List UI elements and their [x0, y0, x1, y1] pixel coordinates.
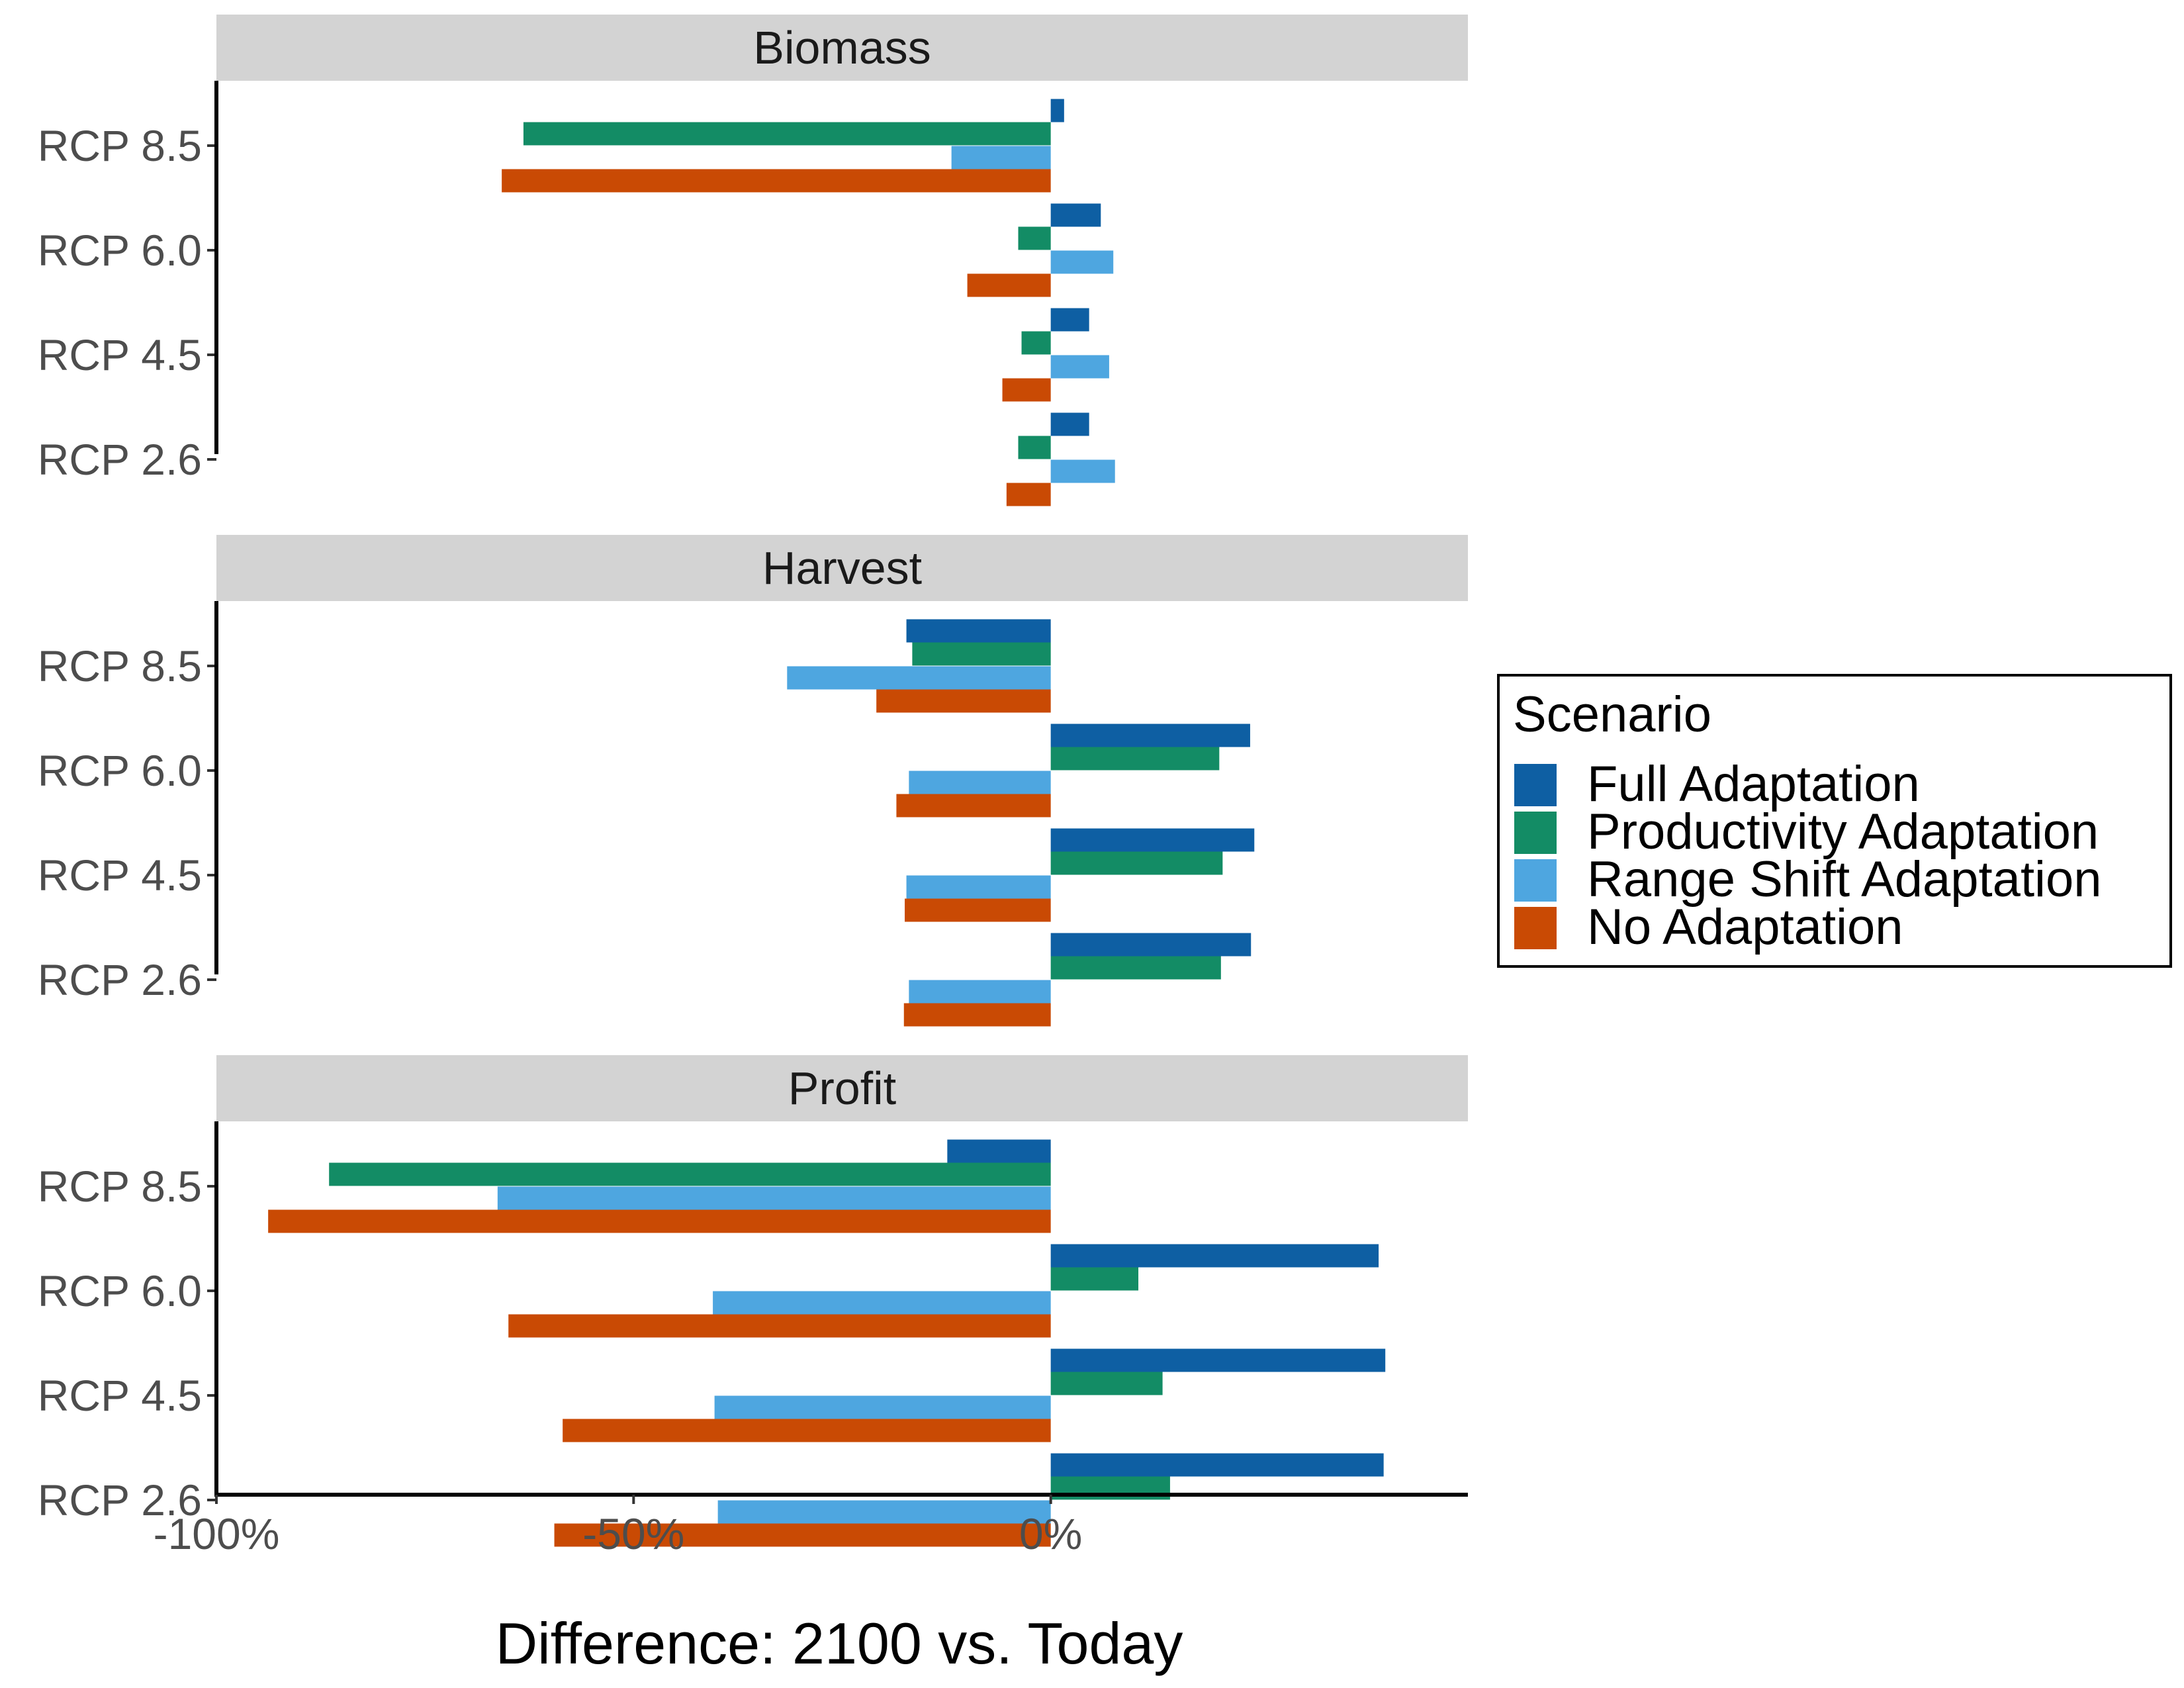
bar-biomass-rcp-8-5-no-adaptation — [502, 169, 1051, 193]
facet-strip — [216, 535, 1468, 601]
y-tick-label: RCP 2.6 — [38, 435, 202, 484]
bar-profit-rcp-4-5-no-adaptation — [563, 1419, 1051, 1442]
legend-label-no-adaptation: No Adaptation — [1587, 899, 1903, 955]
bar-harvest-rcp-8-5-no-adaptation — [876, 689, 1051, 713]
bar-profit-rcp-4-5-full-adaptation — [1050, 1348, 1386, 1372]
bar-profit-rcp-6-0-full-adaptation — [1050, 1244, 1379, 1268]
panel-biomass: Biomass RCP 8.5 RCP 6.0 RCP 4.5 RCP 2.6 — [38, 15, 1468, 506]
bar-harvest-rcp-6-0-productivity-adaptation — [1050, 747, 1220, 771]
bar-biomass-rcp-4-5-productivity-adaptation — [1021, 331, 1051, 355]
bar-biomass-rcp-6-0-full-adaptation — [1050, 203, 1101, 227]
bar-profit-rcp-4-5-range-shift-adaptation — [714, 1395, 1051, 1419]
legend-swatch-range-shift-adaptation — [1514, 859, 1557, 902]
bar-harvest-rcp-4-5-range-shift-adaptation — [906, 875, 1051, 899]
bar-harvest-rcp-4-5-no-adaptation — [905, 898, 1051, 922]
facet-strip-label: Harvest — [762, 542, 922, 594]
y-tick-label: RCP 6.0 — [38, 746, 202, 795]
bar-biomass-rcp-8-5-range-shift-adaptation — [951, 146, 1051, 169]
bar-biomass-rcp-4-5-full-adaptation — [1050, 308, 1089, 332]
facet-strip-label: Biomass — [753, 22, 931, 73]
bar-profit-rcp-8-5-productivity-adaptation — [329, 1162, 1051, 1186]
legend-label-range-shift-adaptation: Range Shift Adaptation — [1587, 851, 2101, 908]
bar-biomass-rcp-2-6-no-adaptation — [1006, 483, 1051, 506]
bar-harvest-rcp-2-6-range-shift-adaptation — [909, 980, 1051, 1004]
legend-label-productivity-adaptation: Productivity Adaptation — [1587, 804, 2099, 860]
x-tick-label: -50% — [582, 1509, 684, 1558]
legend-swatch-no-adaptation — [1514, 907, 1557, 949]
facet-strip-label: Profit — [788, 1062, 896, 1114]
bar-harvest-rcp-2-6-productivity-adaptation — [1050, 956, 1221, 980]
bar-profit-rcp-2-6-no-adaptation — [554, 1523, 1051, 1547]
x-tick-label: -100% — [154, 1509, 280, 1558]
bar-profit-rcp-8-5-full-adaptation — [947, 1139, 1051, 1163]
x-axis: -100% -50% 0% — [154, 1493, 1468, 1558]
bar-biomass-rcp-6-0-productivity-adaptation — [1018, 226, 1051, 250]
y-tick-label: RCP 8.5 — [38, 121, 202, 170]
y-tick-label: RCP 6.0 — [38, 226, 202, 275]
bar-harvest-rcp-6-0-full-adaptation — [1050, 724, 1250, 747]
y-tick-label: RCP 4.5 — [38, 1371, 202, 1420]
legend-box — [1497, 674, 2172, 968]
bar-biomass-rcp-6-0-range-shift-adaptation — [1050, 250, 1114, 274]
bar-biomass-rcp-8-5-productivity-adaptation — [523, 122, 1051, 146]
bar-biomass-rcp-2-6-full-adaptation — [1050, 412, 1089, 436]
bar-profit-rcp-8-5-range-shift-adaptation — [497, 1186, 1051, 1210]
bar-profit-rcp-6-0-no-adaptation — [508, 1314, 1051, 1338]
bar-harvest-rcp-4-5-full-adaptation — [1050, 828, 1255, 852]
panel-profit: Profit RCP 8.5 RCP 6.0 RCP 4.5 RCP 2.6 — [38, 1055, 1468, 1547]
bar-biomass-rcp-6-0-no-adaptation — [967, 273, 1051, 297]
bar-harvest-rcp-6-0-no-adaptation — [896, 794, 1051, 818]
bar-biomass-rcp-2-6-range-shift-adaptation — [1050, 459, 1115, 483]
x-tick-label: 0% — [1019, 1509, 1082, 1558]
bar-profit-rcp-8-5-no-adaptation — [268, 1209, 1051, 1233]
y-tick-label: RCP 4.5 — [38, 330, 202, 379]
facet-strip — [216, 15, 1468, 81]
bar-biomass-rcp-4-5-no-adaptation — [1002, 378, 1051, 402]
bar-profit-rcp-2-6-full-adaptation — [1050, 1453, 1384, 1477]
legend-swatch-productivity-adaptation — [1514, 812, 1557, 854]
legend-title: Scenario — [1513, 686, 1711, 743]
bar-harvest-rcp-2-6-no-adaptation — [903, 1003, 1051, 1027]
facet-strip — [216, 1055, 1468, 1121]
bar-profit-rcp-6-0-range-shift-adaptation — [713, 1291, 1051, 1315]
y-tick-label: RCP 6.0 — [38, 1266, 202, 1315]
bar-harvest-rcp-8-5-productivity-adaptation — [912, 642, 1051, 666]
x-axis-title: Difference: 2100 vs. Today — [496, 1611, 1183, 1676]
bar-profit-rcp-2-6-range-shift-adaptation — [717, 1500, 1051, 1524]
bar-biomass-rcp-4-5-range-shift-adaptation — [1050, 355, 1109, 379]
y-tick-label: RCP 4.5 — [38, 851, 202, 900]
y-tick-label: RCP 8.5 — [38, 1162, 202, 1211]
bar-harvest-rcp-8-5-range-shift-adaptation — [787, 666, 1051, 690]
bar-profit-rcp-6-0-productivity-adaptation — [1050, 1267, 1139, 1291]
bar-profit-rcp-4-5-productivity-adaptation — [1050, 1372, 1163, 1395]
bar-biomass-rcp-8-5-full-adaptation — [1050, 99, 1064, 122]
y-tick-label: RCP 8.5 — [38, 641, 202, 690]
bar-biomass-rcp-2-6-productivity-adaptation — [1018, 436, 1051, 459]
y-tick-label: RCP 2.6 — [38, 1476, 202, 1524]
bar-harvest-rcp-6-0-range-shift-adaptation — [909, 771, 1051, 794]
bar-harvest-rcp-2-6-full-adaptation — [1050, 933, 1251, 957]
panel-harvest: Harvest RCP 8.5 RCP 6.0 RCP 4.5 RCP 2.6 — [38, 535, 1468, 1027]
bar-harvest-rcp-4-5-productivity-adaptation — [1050, 851, 1223, 875]
bar-harvest-rcp-8-5-full-adaptation — [906, 619, 1051, 643]
y-tick-label: RCP 2.6 — [38, 955, 202, 1004]
legend-swatch-full-adaptation — [1514, 764, 1557, 806]
legend-label-full-adaptation: Full Adaptation — [1587, 756, 1920, 812]
